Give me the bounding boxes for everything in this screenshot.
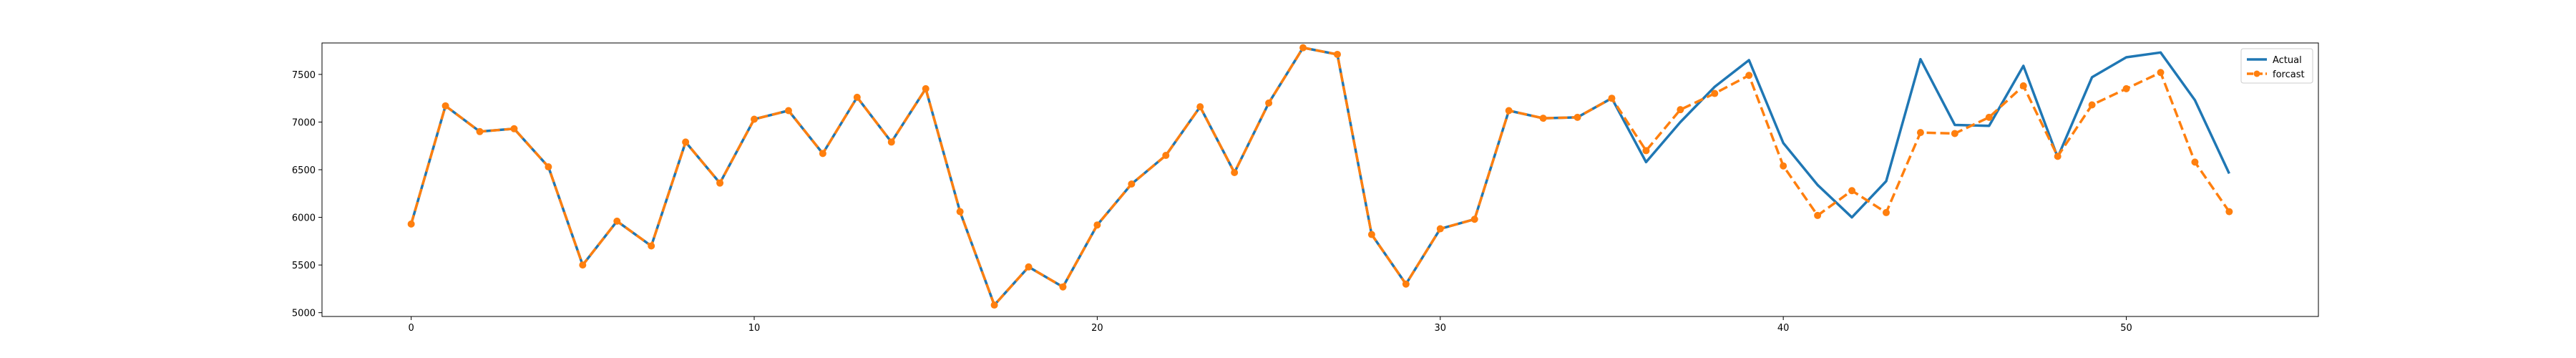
data-point [1128,180,1136,188]
data-point [2225,208,2233,216]
data-point [1436,225,1444,233]
data-point [2054,153,2062,160]
y-axis: 5000 5500 6000 6500 7000 7500 [292,70,322,319]
x-tick-label: 40 [1777,323,1790,334]
x-axis: 0 10 20 30 40 50 [408,316,2132,334]
data-point [648,242,655,250]
data-point [1299,44,1307,52]
y-tick-label: 7000 [292,117,316,128]
x-tick-label: 0 [408,323,414,334]
data-point [1470,216,1478,223]
y-tick-label: 5000 [292,309,316,319]
data-point [1985,113,1993,121]
legend-marker [2253,70,2260,77]
plot-area [407,44,2233,309]
data-point [476,127,484,135]
data-point [510,125,518,132]
data-point [922,84,930,92]
data-point [1231,169,1239,177]
axes-frame [321,42,2319,317]
y-tick-label: 6500 [292,165,316,176]
data-point [1882,208,1890,216]
data-point [1642,147,1650,155]
data-point [1025,263,1033,271]
legend: Actual forcast [2240,48,2313,84]
data-point [1814,211,1822,219]
data-point [2019,82,2027,90]
data-point [1574,113,1581,121]
legend-label: forcast [2273,69,2305,80]
x-tick-label: 20 [1091,323,1103,334]
data-point [1367,231,1375,238]
series-line-forcast [409,46,2230,306]
data-point [1059,283,1067,291]
data-point [2088,101,2096,109]
x-tick-label: 30 [1435,323,1447,334]
data-point [1196,103,1204,111]
data-point [1093,221,1101,229]
data-point [853,93,861,101]
data-point [1848,187,1856,195]
data-point [1333,50,1341,58]
data-point [1265,99,1273,107]
x-tick-label: 50 [2120,323,2132,334]
x-tick-label: 10 [748,323,761,334]
y-tick-label: 5500 [292,261,316,271]
data-point [1916,129,1924,137]
data-point [2157,69,2165,77]
data-point [2122,84,2130,92]
data-point [682,138,690,146]
data-point [1745,72,1753,79]
data-point [1505,107,1513,115]
data-point [2191,158,2199,166]
data-point [579,261,587,269]
data-point [956,208,964,216]
data-point [545,163,552,171]
data-point [1162,152,1170,160]
data-point [819,150,826,158]
data-point [990,301,998,309]
data-point [407,220,415,228]
data-point [751,115,758,123]
y-tick-label: 7500 [292,70,316,81]
data-point [887,138,895,146]
y-tick-label: 6000 [292,213,316,224]
data-point [716,179,724,187]
data-point [1539,115,1547,122]
data-point [1780,162,1787,170]
data-point [613,217,621,225]
data-point [441,102,449,110]
data-point [1608,95,1616,102]
data-point [1951,130,1958,137]
legend-label: Actual [2273,55,2302,66]
data-point [1677,106,1684,114]
data-point [1711,90,1719,97]
data-point [1402,280,1410,288]
data-point [784,107,792,115]
